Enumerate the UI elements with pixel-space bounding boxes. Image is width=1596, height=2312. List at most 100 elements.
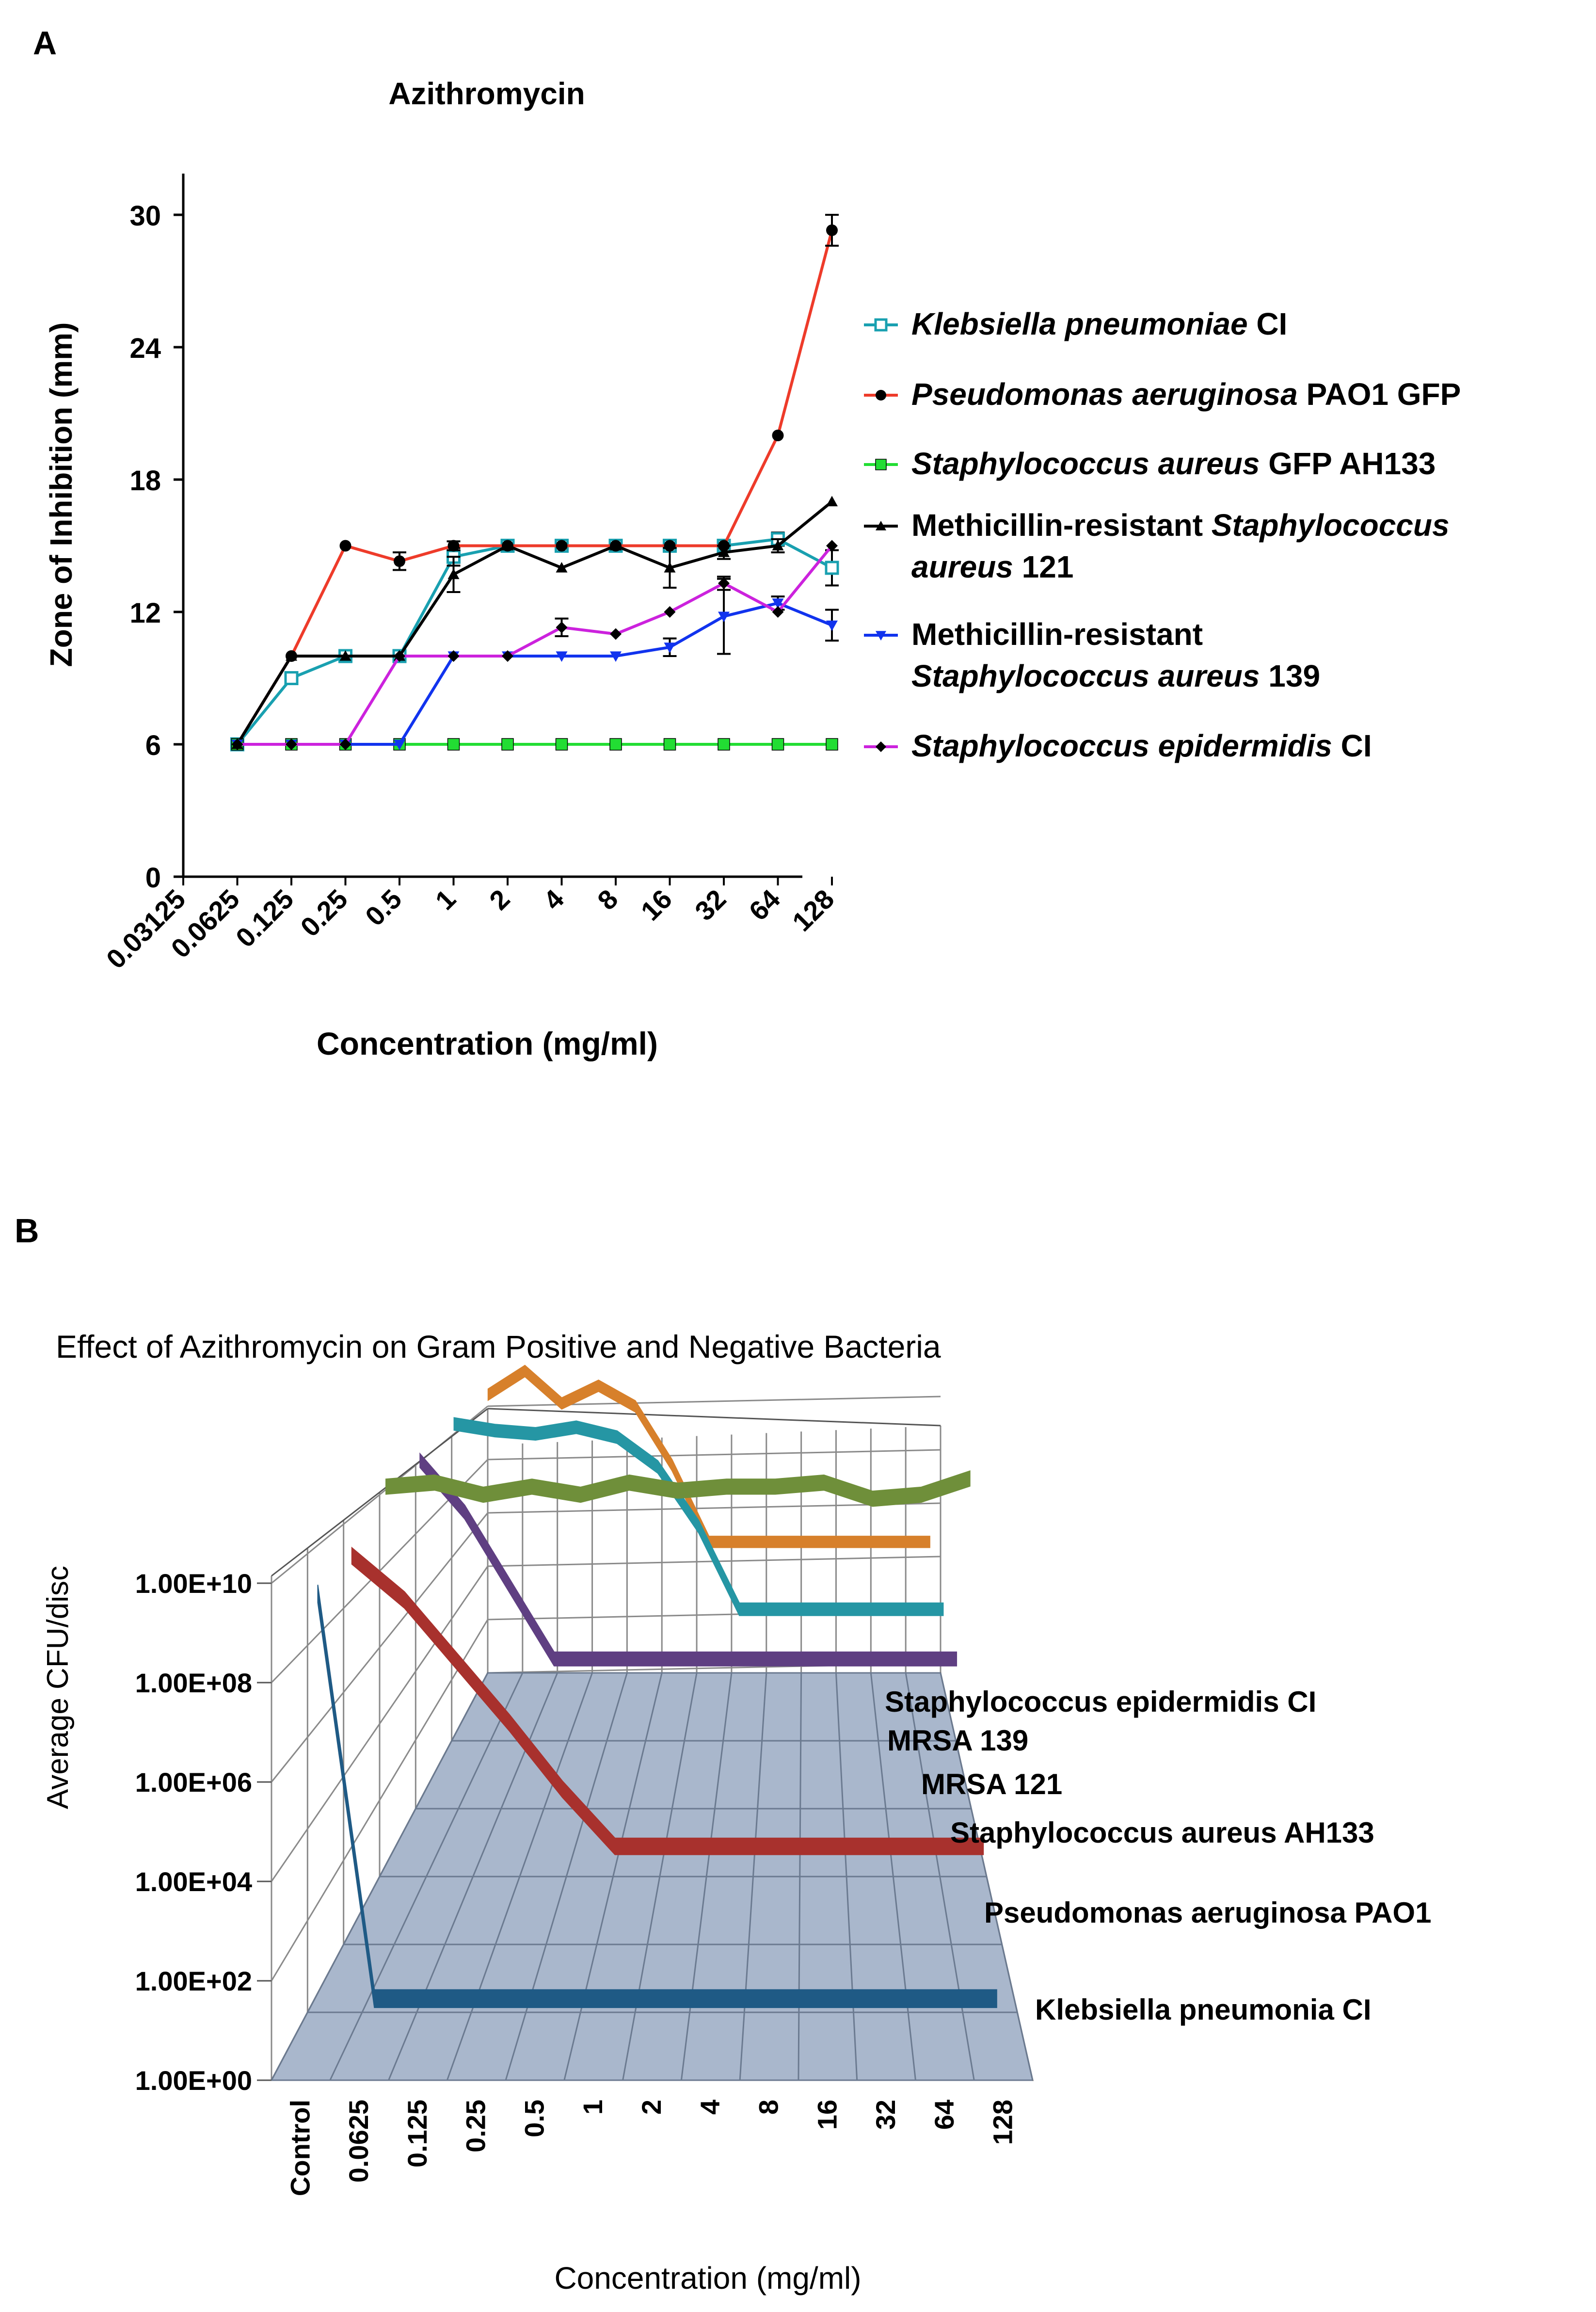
chart-a-y-tick-label: 0 xyxy=(145,862,161,894)
chart-a-marker xyxy=(555,738,568,751)
chart-b-series-label: Klebsiella pneumonia CI xyxy=(1035,1993,1372,2026)
chart-a-marker xyxy=(286,650,297,661)
chart-b-y-tick-label: 1.00E+04 xyxy=(135,1866,252,1897)
chart-a-marker xyxy=(339,739,351,750)
chart-a-marker xyxy=(876,741,886,752)
chart-a-series-methicillin-resistant-staphylococcus-aureus-121 xyxy=(231,496,838,749)
chart-a-marker xyxy=(772,606,784,618)
chart-a-marker xyxy=(610,628,622,640)
chart-b-x-tick-label: 128 xyxy=(988,2100,1018,2145)
chart-a-marker xyxy=(772,598,784,609)
chart-a-y-tick-label: 6 xyxy=(145,730,161,761)
chart-a-marker xyxy=(772,430,784,441)
chart-a-legend-item: Staphylococcus aureus GFP AH133 xyxy=(864,446,1436,481)
chart-a-marker xyxy=(718,546,730,557)
chart-a-marker xyxy=(339,540,351,552)
chart-b-x-tick-label: 2 xyxy=(636,2100,667,2115)
chart-b-x-tick-label: Control xyxy=(285,2100,315,2196)
chart-a-marker xyxy=(826,224,838,236)
chart-a-y-tick-label: 18 xyxy=(129,465,161,497)
chart-a-y-tick-label: 12 xyxy=(129,597,161,629)
chart-a-marker xyxy=(556,651,568,662)
chart-a-line xyxy=(237,545,833,746)
chart-a-marker xyxy=(610,540,622,551)
chart-a-legend-label: Pseudomonas aeruginosa PAO1 GFP xyxy=(911,377,1461,412)
chart-a-marker xyxy=(826,540,838,552)
chart-a-marker xyxy=(876,521,886,530)
chart-a-marker xyxy=(664,562,676,573)
chart-a-marker xyxy=(501,738,514,751)
chart-b-xlabel: Concentration (mg/ml) xyxy=(554,2261,861,2296)
chart-a-series-staphylococcus-epidermidis-ci xyxy=(231,540,838,750)
chart-b-series-staphylococcus-aureus-ah133 xyxy=(385,1470,971,1507)
chart-b-x-tick-label: 8 xyxy=(753,2100,784,2115)
chart-a-marker xyxy=(664,606,676,618)
chart-a-xlabel: Concentration (mg/ml) xyxy=(317,1026,658,1061)
chart-a-marker xyxy=(286,739,297,750)
chart-a-marker xyxy=(826,496,838,507)
chart-b-x-tick-label: 32 xyxy=(870,2100,901,2130)
chart-b-x-tick-label: 0.125 xyxy=(402,2100,432,2168)
chart-a-legend-label: Staphylococcus aureus 139 xyxy=(911,658,1320,693)
chart-a-marker xyxy=(874,318,888,332)
chart-b-series-label: MRSA 139 xyxy=(887,1724,1028,1757)
chart-a-marker xyxy=(663,738,676,751)
chart-b-series-mrsa-121 xyxy=(419,1452,958,1667)
chart-b-series-klebsiella-pneumonia-ci xyxy=(317,1585,997,2008)
chart-a-marker xyxy=(231,739,243,750)
chart-a-title: Azithromycin xyxy=(388,76,585,111)
chart-a-marker xyxy=(447,568,460,579)
chart-a-marker xyxy=(772,540,784,551)
chart-b-x-tick-label: 0.25 xyxy=(461,2100,491,2152)
chart-a-marker xyxy=(609,738,622,751)
chart-b-series-pseudomonas-aeruginosa-pao1 xyxy=(351,1546,984,1855)
chart-a-legend-label: Klebsiella pneumoniae CI xyxy=(911,306,1287,341)
chart-b-series-label: MRSA 121 xyxy=(921,1768,1062,1800)
chart-a-legend-item: Staphylococcus epidermidis CI xyxy=(864,728,1372,763)
chart-b-x-tick-label: 1 xyxy=(577,2100,608,2115)
chart-b-back-grid-h xyxy=(487,1449,941,1461)
chart-a-legend-label: Staphylococcus aureus GFP AH133 xyxy=(911,446,1436,481)
chart-a-legend-label: aureus 121 xyxy=(911,549,1073,584)
chart-a-marker xyxy=(826,620,838,631)
chart-a-legend-label: Staphylococcus epidermidis CI xyxy=(911,728,1372,763)
chart-a-marker xyxy=(718,738,730,751)
chart-b-series-staphylococcus-epidermidis-ci xyxy=(487,1365,930,1548)
chart-a-series xyxy=(230,214,839,752)
chart-b-ribbon xyxy=(487,1365,930,1548)
chart-a-legend-label: Methicillin-resistant xyxy=(911,617,1203,652)
chart-a-y-tick-label: 30 xyxy=(129,200,161,232)
chart-a-marker xyxy=(876,631,886,641)
chart-a-marker xyxy=(556,621,568,633)
chart-a-marker xyxy=(284,671,299,685)
chart-a-marker xyxy=(718,577,730,589)
chart-a-marker xyxy=(771,738,784,751)
chart-b-labels: 1.00E+00 1.00E+02 1.00E+04 1.00E+06 1.00E+08… xyxy=(135,1568,1432,2196)
chart-a-line xyxy=(236,500,833,745)
chart-b-x-tick-label: 64 xyxy=(929,2100,959,2130)
chart-a-legend-item: Pseudomonas aeruginosa PAO1 GFP xyxy=(864,377,1461,412)
chart-b-ribbon xyxy=(419,1452,958,1667)
chart-b-series-label: Staphylococcus aureus AH133 xyxy=(950,1816,1374,1849)
chart-b-x-tick-label: 16 xyxy=(812,2100,842,2130)
chart-b-ribbon xyxy=(317,1585,997,2008)
chart-a-legend: Klebsiella pneumoniae CI Pseudomonas aeru… xyxy=(864,306,1461,763)
chart-a-marker xyxy=(394,739,405,750)
chart-a-marker xyxy=(825,561,839,575)
chart-b-series xyxy=(317,1365,997,2008)
chart-a-marker xyxy=(556,540,568,552)
chart-a-y-tick-label: 24 xyxy=(129,333,161,364)
chart-b-series-mrsa-139 xyxy=(453,1417,944,1616)
chart-a-marker xyxy=(875,459,887,470)
chart-b-series-label: Pseudomonas aeruginosa PAO1 xyxy=(984,1896,1431,1929)
chart-a-marker xyxy=(556,562,568,573)
chart-b-frame-edge xyxy=(271,1408,488,1577)
chart-b-y-tick-label: 1.00E+00 xyxy=(135,2065,252,2096)
chart-a-marker xyxy=(502,540,513,551)
chart-a-ylabel: Zone of Inhibition (mm) xyxy=(44,322,79,667)
chart-b-ribbon xyxy=(351,1546,984,1855)
chart-b-frame-edge xyxy=(487,1408,941,1427)
chart-b-title: Effect of Azithromycin on Gram Positive … xyxy=(56,1329,941,1365)
